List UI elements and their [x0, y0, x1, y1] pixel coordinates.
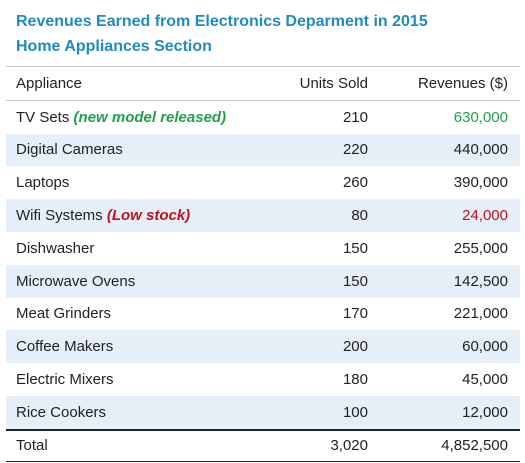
report-title: Revenues Earned from Electronics Deparme… [16, 13, 428, 30]
units-cell: 170 [342, 305, 368, 323]
revenue-cell: 142,500 [368, 264, 520, 298]
revenue-cell: 630,000 [453, 108, 508, 126]
units-cell: 80 [256, 199, 368, 232]
revenue-cell: 255,000 [453, 239, 508, 257]
report-subtitle: Home Appliances Section [16, 38, 212, 55]
appliance-name: Meat Grinders [16, 305, 112, 323]
appliance-cell: Meat Grinders [6, 298, 256, 331]
appliance-name: Coffee Makers [16, 338, 114, 356]
units-cell: 210 [342, 108, 368, 126]
revenue-cell: 221,000 [453, 305, 508, 323]
appliance-cell: Rice Cookers [6, 395, 256, 430]
appliance-cell: Digital Cameras [6, 133, 256, 167]
units-cell: 220 [256, 133, 368, 167]
units-cell: 180 [342, 371, 368, 389]
appliance-name: Wifi Systems [16, 207, 103, 225]
appliance-cell: Wifi Systems (Low stock) [6, 199, 256, 232]
column-header-revenues: Revenues ($) [368, 66, 520, 101]
revenue-cell: 440,000 [368, 133, 520, 167]
report-header: Revenues Earned from Electronics Deparme… [16, 9, 428, 59]
appliance-cell: TV Sets (new model released) [6, 100, 256, 133]
units-cell: 260 [342, 174, 368, 192]
row-note: (Low stock) [106, 207, 191, 225]
total-row: Total 3,020 4,852,500 [6, 428, 520, 462]
total-revenue: 4,852,500 [368, 428, 520, 462]
table-row: Electric Mixers 180 45,000 [6, 363, 520, 396]
table-row: Wifi Systems (Low stock) 80 24,000 [6, 199, 520, 232]
header-row: Appliance Units Sold Revenues ($) [6, 66, 520, 101]
total-label: Total [6, 428, 256, 462]
appliance-cell: Electric Mixers [6, 363, 256, 396]
revenue-cell: 60,000 [368, 330, 520, 364]
revenue-cell: 24,000 [368, 199, 520, 232]
appliance-name: Rice Cookers [16, 403, 107, 421]
appliance-name: Electric Mixers [16, 371, 114, 389]
revenue-cell: 390,000 [453, 174, 508, 192]
table-row: Meat Grinders 170 221,000 [6, 298, 520, 331]
units-cell: 200 [256, 330, 368, 364]
table-row: Digital Cameras 220 440,000 [6, 133, 520, 167]
row-note: (new model released) [73, 108, 227, 126]
column-header-units-sold: Units Sold [256, 66, 368, 101]
table-row: Rice Cookers 100 12,000 [6, 395, 520, 430]
units-cell: 150 [342, 239, 368, 257]
table-row: TV Sets (new model released) 210 630,000 [6, 100, 520, 133]
appliance-cell: Dishwasher [6, 232, 256, 265]
table-row: Coffee Makers 200 60,000 [6, 330, 520, 364]
appliance-name: Dishwasher [16, 239, 95, 257]
appliance-cell: Coffee Makers [6, 330, 256, 364]
revenue-table: Appliance Units Sold Revenues ($) TV Set… [6, 66, 520, 462]
appliance-name: TV Sets [16, 108, 70, 126]
units-cell: 100 [256, 395, 368, 430]
appliance-name: Microwave Ovens [16, 272, 136, 290]
appliance-cell: Microwave Ovens [6, 264, 256, 298]
revenue-cell: 45,000 [462, 371, 508, 389]
table-row: Dishwasher 150 255,000 [6, 232, 520, 265]
appliance-cell: Laptops [6, 166, 256, 199]
column-header-appliance: Appliance [6, 66, 256, 101]
total-units: 3,020 [256, 428, 368, 462]
units-cell: 150 [256, 264, 368, 298]
appliance-name: Digital Cameras [16, 141, 123, 159]
table-row: Microwave Ovens 150 142,500 [6, 264, 520, 298]
revenue-cell: 12,000 [368, 395, 520, 430]
table-row: Laptops 260 390,000 [6, 166, 520, 199]
appliance-name: Laptops [16, 174, 70, 192]
